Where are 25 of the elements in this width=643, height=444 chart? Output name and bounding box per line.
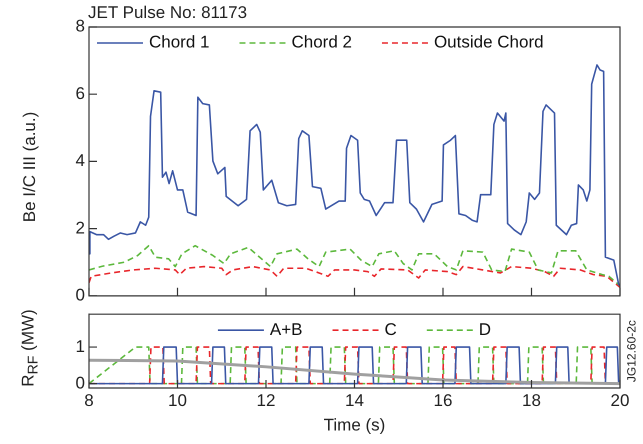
x-tick-label: 14: [345, 390, 364, 410]
x-tick-label: 20: [610, 390, 630, 410]
legend-label: A+B: [270, 320, 303, 339]
x-tick-label: 16: [434, 390, 452, 410]
y-tick-label: 0: [76, 373, 85, 392]
legend-label: Chord 2: [291, 32, 352, 52]
y-tick-label: 2: [76, 218, 85, 238]
y-tick-label: 4: [76, 151, 85, 170]
legend-label: Chord 1: [149, 32, 210, 52]
legend-label: C: [384, 320, 397, 339]
y-tick-label: 8: [76, 16, 85, 36]
x-tick-label: 12: [256, 390, 276, 410]
y-tick-label: 6: [76, 84, 85, 103]
legend-label: Outside Chord: [434, 32, 544, 52]
chart-title: JET Pulse No: 81173: [88, 3, 248, 23]
line-series: [89, 244, 620, 287]
y-tick-label: 0: [76, 285, 85, 304]
legend-label: D: [478, 320, 492, 339]
x-axis-title: Time (s): [324, 415, 386, 434]
y-tick-label: 1: [76, 336, 85, 356]
line-series: [89, 266, 620, 288]
x-tick-label: 18: [522, 390, 541, 410]
x-tick-label: 10: [168, 390, 187, 410]
text: JG12.60-2c: [624, 320, 638, 382]
y-axis-title: Be I/C III (a.u.): [20, 112, 40, 222]
